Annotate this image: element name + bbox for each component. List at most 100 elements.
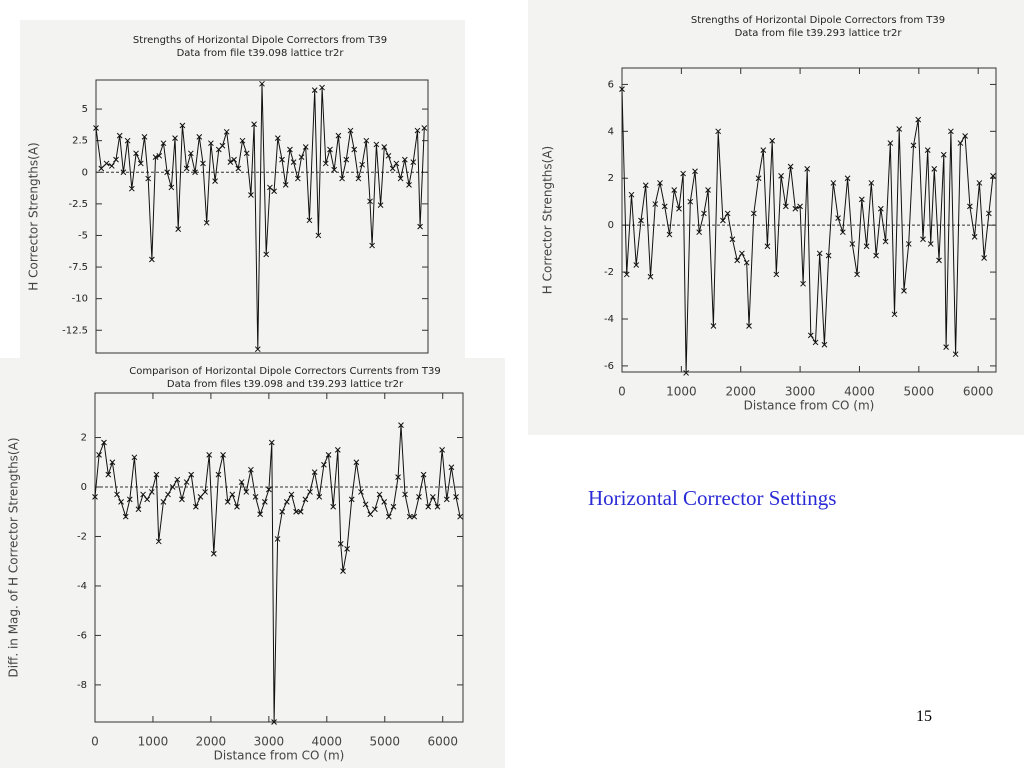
y-tick-label: -4 — [77, 581, 87, 592]
data-point — [229, 491, 236, 498]
data-point — [797, 203, 803, 210]
data-point — [619, 86, 625, 92]
data-point — [212, 178, 218, 184]
y-tick-label: 0 — [82, 167, 88, 178]
data-point — [254, 346, 261, 353]
data-point — [279, 156, 285, 163]
data-point — [223, 128, 230, 135]
y-tick-label: 0 — [608, 220, 614, 231]
x-axis-label: Distance from CO (m) — [744, 399, 875, 413]
data-point — [160, 140, 167, 147]
chart-title: Strengths of Horizontal Dipole Corrector… — [691, 15, 945, 26]
data-point — [340, 568, 346, 574]
data-point — [389, 165, 396, 172]
data-point — [101, 439, 107, 446]
chart-subtitle: Data from file t39.098 lattice tr2r — [177, 48, 345, 59]
data-point — [821, 341, 828, 348]
data-point — [453, 494, 459, 500]
data-point — [149, 256, 155, 263]
data-point — [401, 156, 408, 163]
y-axis-label: H Corrector Strengths(A) — [541, 146, 555, 294]
data-point — [116, 132, 123, 139]
data-point — [259, 80, 265, 87]
chart-title: Strengths of Horizontal Dipole Corrector… — [133, 35, 387, 46]
data-point — [416, 494, 422, 500]
data-point — [339, 175, 345, 182]
y-tick-label: -8 — [77, 680, 87, 691]
data-point — [633, 262, 640, 268]
data-point — [235, 165, 242, 172]
data-point — [882, 238, 889, 245]
slide-title: Horizontal Corrector Settings — [588, 486, 837, 510]
data-point — [224, 498, 231, 505]
data-point — [234, 503, 240, 510]
data-point — [160, 498, 167, 505]
data-point — [962, 133, 968, 139]
data-point — [936, 257, 942, 264]
data-point — [628, 191, 635, 198]
data-point — [135, 506, 142, 513]
data-point — [398, 422, 404, 429]
data-point — [109, 459, 116, 466]
data-point — [168, 184, 175, 191]
data-point — [183, 165, 190, 172]
data-point — [410, 159, 417, 166]
data-point — [647, 273, 654, 280]
data-point — [729, 236, 736, 243]
y-tick-label: 6 — [608, 79, 614, 90]
data-point — [297, 508, 304, 515]
data-point — [849, 241, 856, 247]
data-point — [769, 137, 776, 144]
data-point — [227, 159, 234, 166]
data-point — [940, 151, 947, 158]
data-point — [203, 219, 210, 226]
data-point — [952, 351, 959, 358]
data-point — [137, 160, 144, 167]
data-point — [302, 496, 309, 503]
x-axis-label: Distance from CO (m) — [214, 749, 345, 763]
data-point — [877, 205, 884, 212]
data-point — [172, 135, 178, 141]
data-point — [720, 217, 726, 224]
y-tick-label: -2 — [604, 267, 614, 278]
y-tick-label: -2.5 — [68, 199, 88, 210]
data-point — [825, 252, 832, 259]
data-point — [321, 461, 327, 468]
data-point — [271, 719, 277, 725]
data-point — [239, 137, 246, 144]
data-point — [192, 503, 199, 510]
data-point — [96, 451, 102, 458]
data-point — [683, 370, 689, 376]
data-point — [835, 215, 841, 221]
data-point — [395, 474, 401, 480]
data-point — [863, 243, 870, 250]
data-point — [800, 280, 806, 287]
data-point — [215, 471, 222, 478]
data-point — [231, 156, 237, 163]
data-point — [381, 498, 388, 505]
data-point — [165, 491, 171, 498]
x-tick-label: 0 — [618, 385, 626, 399]
y-tick-label: -5 — [78, 230, 88, 241]
y-tick-label: -7.5 — [68, 262, 88, 273]
data-point — [197, 494, 204, 500]
x-tick-label: 6000 — [963, 385, 994, 399]
data-point — [358, 489, 364, 495]
data-point — [307, 489, 313, 495]
data-point — [362, 501, 369, 508]
data-point — [113, 156, 119, 163]
data-point — [126, 496, 133, 503]
data-point — [156, 152, 163, 159]
x-tick-label: 1000 — [138, 735, 169, 749]
data-point — [381, 144, 388, 150]
data-point — [680, 170, 686, 177]
x-tick-label: 3000 — [785, 385, 816, 399]
data-point — [623, 271, 630, 278]
data-point — [804, 166, 811, 172]
data-point — [812, 339, 819, 346]
chart-subtitle: Data from files t39.098 and t39.293 latt… — [167, 379, 404, 390]
data-point — [251, 121, 257, 128]
y-axis-label: H Corrector Strengths(A) — [27, 142, 41, 290]
data-point — [343, 156, 350, 163]
